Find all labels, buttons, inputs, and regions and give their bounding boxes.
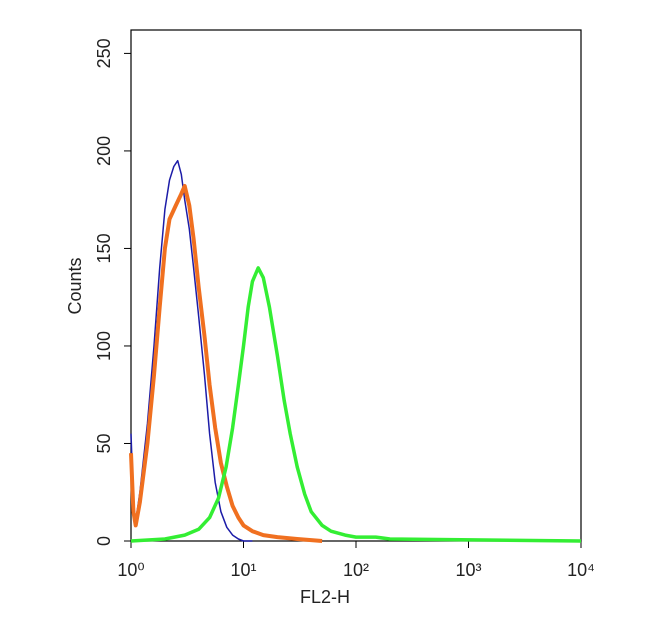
y-axis-label: Counts bbox=[65, 257, 85, 314]
y-tick-label: 100 bbox=[94, 331, 114, 361]
y-tick-label: 150 bbox=[94, 233, 114, 263]
y-tick-label: 0 bbox=[94, 536, 114, 546]
x-tick-label: 10³ bbox=[455, 560, 481, 580]
x-tick-label: 10¹ bbox=[230, 560, 256, 580]
x-tick-label: 10⁰ bbox=[117, 560, 144, 580]
x-tick-label: 10² bbox=[343, 560, 369, 580]
series-line bbox=[130, 266, 582, 543]
series-line bbox=[129, 184, 323, 543]
x-tick-label: 10⁴ bbox=[567, 560, 595, 580]
y-tick-label: 50 bbox=[94, 433, 114, 453]
x-axis-label: FL2-H bbox=[300, 587, 350, 607]
y-tick-label: 250 bbox=[94, 38, 114, 68]
y-tick-label: 200 bbox=[94, 136, 114, 166]
